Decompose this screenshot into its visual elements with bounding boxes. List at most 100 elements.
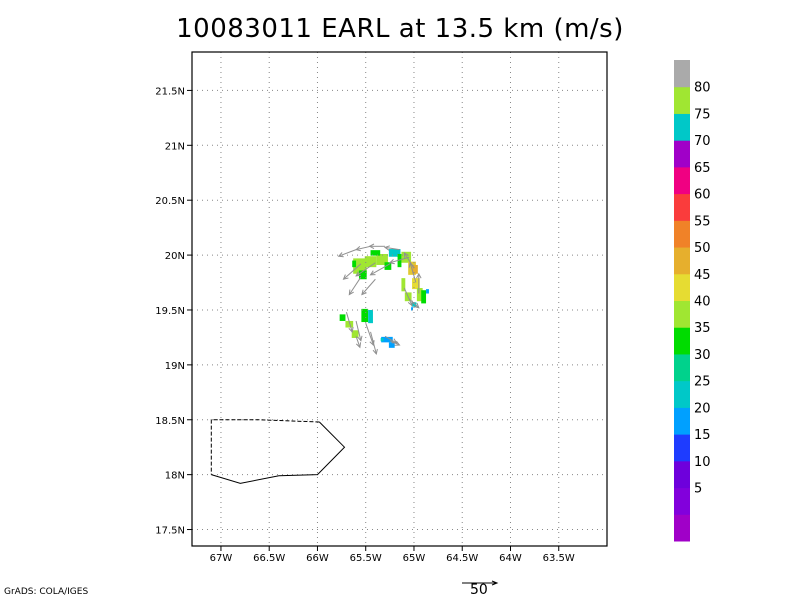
wind-vector-3	[383, 245, 400, 251]
wind-cell-8	[401, 251, 412, 263]
colorbar-segment-5	[674, 380, 690, 408]
wind-cell-2	[376, 253, 388, 265]
wind-cell-27	[380, 337, 384, 342]
colorbar-label-15: 75	[694, 107, 711, 122]
colorbar-segment-8	[674, 300, 690, 328]
colorbar-segment-15	[674, 113, 690, 141]
wind-vector-12	[416, 272, 422, 294]
lat-tick-label-4: 19.5N	[155, 306, 185, 317]
wind-cell-24	[368, 309, 373, 324]
wind-cell-11	[412, 278, 420, 290]
colorbar: 5 10 15 20 25 30 35 40 45 50 55 60 65 70 75 80	[674, 60, 711, 542]
colorbar-segment-0	[674, 514, 690, 542]
wind-cell-18	[426, 289, 429, 294]
wind-cell-15	[421, 290, 427, 304]
colorbar-label-13: 65	[694, 161, 711, 176]
wind-vector-6	[355, 262, 376, 277]
wind-vector-4	[388, 256, 410, 265]
coastline-dashed	[210, 419, 320, 475]
colorbar-label-16: 80	[694, 81, 711, 96]
colorbar-segment-4	[674, 407, 690, 435]
colorbar-label-7: 35	[694, 321, 711, 336]
wind-vector-8	[348, 276, 362, 296]
grid-lines	[192, 52, 607, 546]
colorbar-segment-10	[674, 247, 690, 275]
lat-tick-label-7: 21N	[165, 141, 185, 152]
wind-vector-15	[345, 312, 354, 333]
wind-vector-17	[365, 322, 375, 347]
colorbar-label-4: 20	[694, 401, 711, 416]
lat-tick-label-8: 21.5N	[155, 86, 185, 97]
coastline-solid	[211, 421, 346, 484]
lon-tick-label-6: 64W	[499, 553, 522, 564]
lat-tick-label-2: 18.5N	[155, 416, 185, 427]
colorbar-segment-7	[674, 327, 690, 355]
wind-cell-25	[381, 336, 393, 343]
colorbar-label-2: 10	[694, 455, 711, 470]
colorbar-label-14: 70	[694, 134, 711, 149]
wind-vector-5	[342, 263, 362, 280]
wind-vector-18	[370, 331, 378, 355]
wind-cell-13	[401, 278, 406, 292]
wind-vector-19	[355, 336, 362, 349]
wind-cell-5	[358, 270, 367, 280]
lon-tick-label-3: 65.5W	[350, 553, 382, 564]
colorbar-segment-12	[674, 193, 690, 221]
wind-vector-2	[368, 243, 386, 250]
lon-tick-label-7: 63.5W	[543, 553, 575, 564]
colorbar-segment-13	[674, 166, 690, 195]
reference-vector	[462, 580, 499, 586]
lon-tick-label-0: 67W	[210, 553, 233, 564]
colorbar-segment-14	[674, 140, 690, 168]
lat-tick-label-1: 18N	[165, 471, 185, 482]
wind-vector-21	[389, 340, 401, 346]
colorbar-label-10: 50	[694, 241, 711, 256]
wind-cell-7	[384, 262, 392, 270]
lon-tick-label-2: 66W	[306, 553, 329, 564]
lat-tick-label-5: 20N	[165, 251, 185, 262]
wind-cell-20	[339, 314, 346, 321]
wind-cell-26	[388, 342, 395, 348]
colorbar-label-9: 45	[694, 268, 711, 283]
wind-cell-12	[416, 288, 423, 302]
lon-tick-label-4: 65W	[403, 553, 426, 564]
wind-cell-19	[411, 307, 414, 311]
lat-tick-label-0: 17.5N	[155, 526, 185, 537]
coastline	[210, 419, 346, 484]
wind-vector-9	[361, 278, 376, 296]
colorbar-label-11: 55	[694, 214, 711, 229]
lat-tick-label-3: 19N	[165, 361, 185, 372]
wind-vector-11	[408, 261, 417, 283]
wind-vector-14	[408, 298, 420, 309]
wind-vector-0	[337, 249, 357, 258]
wind-vector-16	[355, 320, 363, 342]
wind-cell-6	[370, 250, 381, 256]
colorbar-segment-11	[674, 220, 690, 248]
lon-tick-label-5: 64.5W	[446, 553, 478, 564]
reference-vector-label: 50	[470, 582, 488, 598]
colorbar-label-1: 5	[694, 482, 702, 497]
colorbar-segment-2	[674, 460, 690, 489]
colorbar-label-12: 60	[694, 188, 711, 203]
wind-cell-10	[412, 264, 418, 274]
plot-title: 10083011 EARL at 13.5 km (m/s)	[176, 14, 624, 44]
lat-tick-label-6: 20.5N	[155, 196, 185, 207]
wind-cell-0	[353, 258, 367, 274]
wind-cell-3	[388, 249, 401, 257]
axis-ticks: 67W 66.5W 66W 65.5W 65W 64.5W 64W 63.5W 17.5N 18N…	[155, 86, 575, 564]
wind-cell-4	[352, 260, 357, 268]
colorbar-segment-3	[674, 434, 690, 462]
credit-text: GrADS: COLA/IGES	[4, 587, 89, 597]
wind-speed-shading	[339, 249, 429, 348]
wind-vector-7	[369, 263, 391, 276]
colorbar-label-5: 25	[694, 375, 711, 390]
colorbar-label-3: 15	[694, 428, 711, 443]
colorbar-segment-1	[674, 487, 690, 515]
wind-cell-1	[364, 256, 377, 268]
colorbar-label-8: 40	[694, 295, 711, 310]
wind-vector-1	[355, 245, 371, 252]
colorbar-segment-16	[674, 86, 690, 114]
wind-cell-23	[361, 308, 369, 323]
wind-cell-17	[411, 302, 417, 307]
